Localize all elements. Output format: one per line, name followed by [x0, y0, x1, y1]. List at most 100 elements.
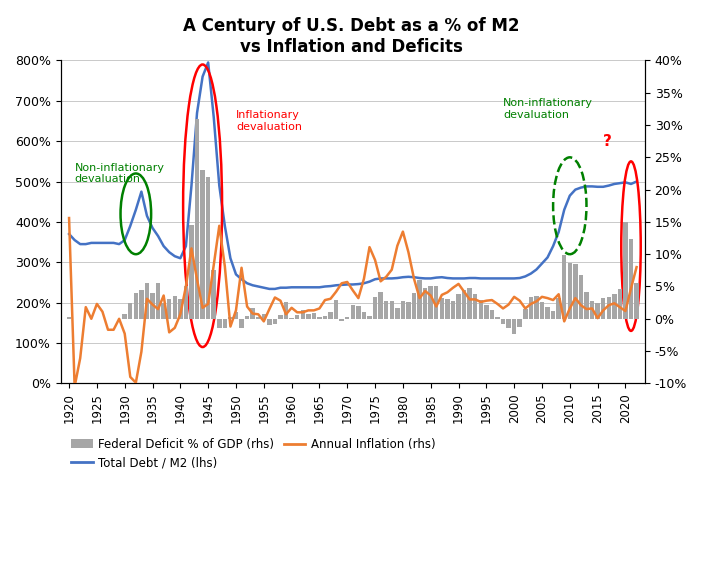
Bar — [267, 319, 272, 325]
Bar — [540, 302, 544, 319]
Bar — [67, 317, 72, 319]
Bar — [623, 222, 628, 319]
Bar — [345, 317, 350, 319]
Bar — [312, 313, 316, 319]
Bar — [479, 300, 483, 319]
Bar — [272, 319, 277, 324]
Text: Inflationary
devaluation: Inflationary devaluation — [236, 110, 302, 132]
Bar — [601, 298, 605, 319]
Bar — [557, 298, 561, 319]
Bar — [228, 317, 232, 319]
Bar — [306, 314, 310, 319]
Bar — [562, 255, 567, 319]
Bar — [506, 319, 511, 328]
Bar — [350, 305, 355, 319]
Bar — [439, 298, 444, 319]
Bar — [529, 297, 533, 319]
Bar — [289, 318, 294, 319]
Bar — [618, 289, 622, 319]
Bar — [239, 319, 244, 328]
Bar — [390, 301, 394, 319]
Bar — [629, 239, 633, 319]
Bar — [284, 302, 289, 319]
Bar — [133, 293, 138, 319]
Bar — [445, 299, 449, 319]
Bar — [206, 177, 211, 319]
Bar — [251, 308, 255, 319]
Bar — [317, 317, 322, 319]
Bar — [122, 314, 127, 319]
Bar — [462, 290, 466, 319]
Bar — [173, 296, 177, 319]
Bar — [451, 301, 455, 319]
Bar — [356, 306, 361, 319]
Bar — [635, 283, 639, 319]
Bar — [551, 311, 555, 319]
Bar — [568, 262, 572, 319]
Text: Non-inflationary
devaluation: Non-inflationary devaluation — [503, 98, 593, 120]
Bar — [139, 290, 144, 319]
Bar — [412, 293, 416, 319]
Bar — [612, 294, 616, 319]
Bar — [262, 314, 266, 319]
Bar — [401, 301, 405, 319]
Legend: Federal Deficit % of GDP (rhs), Total Debt / M2 (lhs), Annual Inflation (rhs): Federal Deficit % of GDP (rhs), Total De… — [67, 433, 440, 475]
Bar — [456, 294, 461, 319]
Bar — [190, 225, 194, 319]
Bar — [217, 319, 222, 328]
Text: Non-inflationary
devaluation: Non-inflationary devaluation — [74, 162, 165, 184]
Bar — [434, 287, 439, 319]
Bar — [362, 312, 366, 319]
Bar — [373, 297, 377, 319]
Bar — [145, 283, 150, 319]
Bar — [590, 301, 595, 319]
Bar — [245, 316, 249, 319]
Text: ?: ? — [603, 134, 612, 149]
Bar — [484, 305, 489, 319]
Bar — [195, 118, 199, 319]
Bar — [584, 292, 589, 319]
Bar — [595, 303, 600, 319]
Text: A Century of U.S. Debt as a % of M2
vs Inflation and Deficits: A Century of U.S. Debt as a % of M2 vs I… — [183, 17, 519, 56]
Bar — [490, 310, 494, 319]
Bar — [150, 293, 154, 319]
Bar — [200, 171, 205, 319]
Bar — [473, 294, 477, 319]
Bar — [295, 315, 299, 319]
Bar — [428, 286, 433, 319]
Bar — [329, 312, 333, 319]
Bar — [501, 319, 505, 324]
Bar — [523, 309, 527, 319]
Bar — [340, 319, 344, 321]
Bar — [184, 287, 188, 319]
Bar — [423, 288, 428, 319]
Bar — [512, 319, 517, 334]
Bar — [578, 275, 583, 319]
Bar — [234, 312, 238, 319]
Bar — [495, 317, 500, 319]
Bar — [378, 292, 383, 319]
Bar — [406, 302, 411, 319]
Bar — [156, 283, 160, 319]
Bar — [534, 296, 538, 319]
Bar — [545, 306, 550, 319]
Bar — [167, 299, 171, 319]
Bar — [211, 271, 216, 319]
Bar — [300, 310, 305, 319]
Bar — [607, 297, 611, 319]
Bar — [323, 316, 327, 319]
Bar — [334, 300, 338, 319]
Bar — [517, 319, 522, 327]
Bar — [223, 319, 227, 328]
Bar — [256, 317, 260, 319]
Bar — [367, 316, 372, 319]
Bar — [468, 288, 472, 319]
Bar — [384, 301, 388, 319]
Bar — [573, 264, 578, 319]
Bar — [161, 303, 166, 319]
Bar — [178, 299, 183, 319]
Bar — [418, 280, 422, 319]
Bar — [128, 303, 133, 319]
Bar — [395, 309, 399, 319]
Bar — [278, 315, 283, 319]
